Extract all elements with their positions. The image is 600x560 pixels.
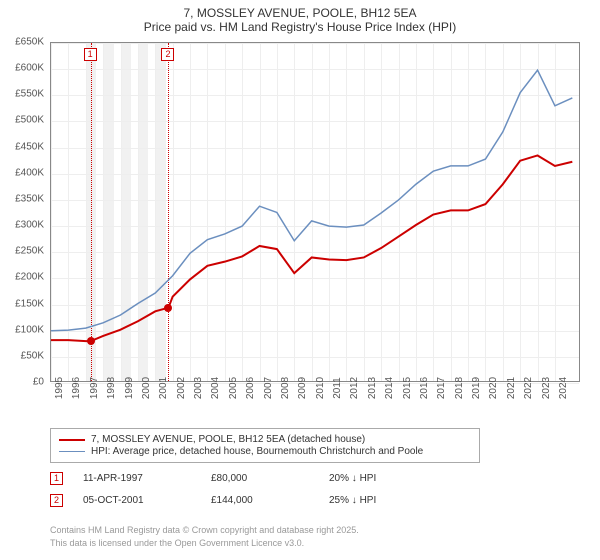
x-axis-label: 2009 — [297, 377, 308, 399]
x-axis-label: 2021 — [506, 377, 517, 399]
x-axis-label: 2014 — [384, 377, 395, 399]
chart-title-block: 7, MOSSLEY AVENUE, POOLE, BH12 5EA Price… — [0, 0, 600, 36]
sale-point-dot — [87, 337, 95, 345]
x-axis-label: 1996 — [71, 377, 82, 399]
y-axis-label: £250K — [4, 246, 44, 257]
y-axis-label: £0 — [4, 377, 44, 388]
x-axis-label: 1998 — [106, 377, 117, 399]
x-axis-label: 2004 — [210, 377, 221, 399]
footer-copyright: Contains HM Land Registry data © Crown c… — [50, 525, 359, 535]
legend-label: HPI: Average price, detached house, Bour… — [91, 446, 423, 457]
y-axis-label: £550K — [4, 89, 44, 100]
legend-box: 7, MOSSLEY AVENUE, POOLE, BH12 5EA (deta… — [50, 428, 480, 463]
x-axis-label: 2016 — [419, 377, 430, 399]
x-axis-label: 1997 — [89, 377, 100, 399]
x-axis-label: 2020 — [488, 377, 499, 399]
x-axis-label: 2022 — [523, 377, 534, 399]
y-axis-label: £150K — [4, 298, 44, 309]
x-axis-label: 2001 — [158, 377, 169, 399]
x-axis-label: 2023 — [541, 377, 552, 399]
sale-date: 11-APR-1997 — [83, 473, 211, 484]
chart-series-svg — [51, 43, 579, 381]
y-axis-label: £300K — [4, 220, 44, 231]
series-hpi — [51, 70, 572, 330]
title-address: 7, MOSSLEY AVENUE, POOLE, BH12 5EA — [0, 6, 600, 20]
x-axis-label: 2018 — [454, 377, 465, 399]
y-axis-label: £50K — [4, 350, 44, 361]
x-axis-label: 2024 — [558, 377, 569, 399]
title-subtitle: Price paid vs. HM Land Registry's House … — [0, 20, 600, 34]
sale-row: 2 05-OCT-2001£144,00025% ↓ HPI — [50, 494, 429, 507]
y-axis-label: £200K — [4, 272, 44, 283]
x-axis-label: 1995 — [54, 377, 65, 399]
series-price_paid — [51, 155, 572, 341]
x-axis-label: 2013 — [367, 377, 378, 399]
sale-delta-hpi: 20% ↓ HPI — [329, 473, 429, 484]
x-axis-label: 2012 — [349, 377, 360, 399]
legend-label: 7, MOSSLEY AVENUE, POOLE, BH12 5EA (deta… — [91, 434, 365, 445]
y-axis-label: £100K — [4, 324, 44, 335]
legend-row: 7, MOSSLEY AVENUE, POOLE, BH12 5EA (deta… — [59, 434, 471, 445]
x-axis-label: 2010 — [315, 377, 326, 399]
x-axis-label: 2002 — [176, 377, 187, 399]
y-axis-label: £600K — [4, 63, 44, 74]
x-axis-label: 2005 — [228, 377, 239, 399]
sale-marker-box: 2 — [161, 48, 174, 61]
sale-price: £144,000 — [211, 495, 329, 506]
legend-swatch — [59, 439, 85, 441]
y-axis-label: £450K — [4, 141, 44, 152]
x-axis-label: 2019 — [471, 377, 482, 399]
legend-swatch — [59, 451, 85, 452]
sale-point-dot — [164, 304, 172, 312]
x-axis-label: 2008 — [280, 377, 291, 399]
x-axis-label: 2017 — [436, 377, 447, 399]
x-axis-label: 2007 — [263, 377, 274, 399]
footer-licence: This data is licensed under the Open Gov… — [50, 538, 304, 548]
y-axis-label: £350K — [4, 193, 44, 204]
x-axis-label: 2003 — [193, 377, 204, 399]
legend-row: HPI: Average price, detached house, Bour… — [59, 446, 471, 457]
x-axis-label: 2006 — [245, 377, 256, 399]
chart-plot-area — [50, 42, 580, 382]
x-axis-label: 2000 — [141, 377, 152, 399]
y-axis-label: £400K — [4, 167, 44, 178]
sale-row-marker: 1 — [50, 472, 63, 485]
sale-date: 05-OCT-2001 — [83, 495, 211, 506]
sale-price: £80,000 — [211, 473, 329, 484]
sale-marker-box: 1 — [84, 48, 97, 61]
sale-row: 1 11-APR-1997£80,00020% ↓ HPI — [50, 472, 429, 485]
sale-row-marker: 2 — [50, 494, 63, 507]
x-axis-label: 2011 — [332, 377, 343, 399]
y-axis-label: £500K — [4, 115, 44, 126]
x-axis-label: 2015 — [402, 377, 413, 399]
sale-delta-hpi: 25% ↓ HPI — [329, 495, 429, 506]
y-axis-label: £650K — [4, 37, 44, 48]
x-axis-label: 1999 — [124, 377, 135, 399]
